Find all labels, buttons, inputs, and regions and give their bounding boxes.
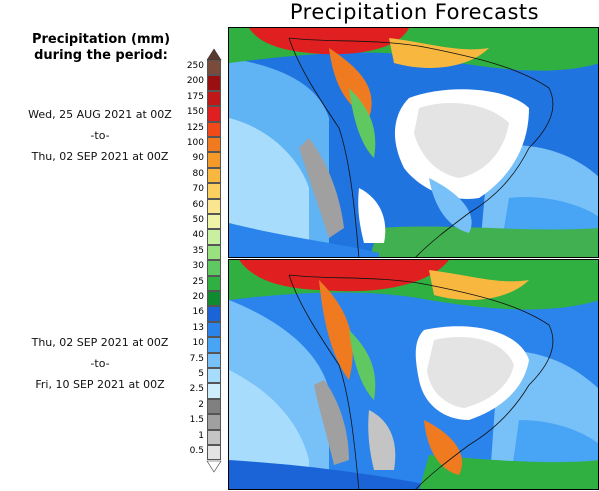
colorbar-tick-label: 2.5	[189, 384, 204, 395]
colorbar-cell	[207, 90, 221, 107]
colorbar-cell	[207, 291, 221, 307]
period-2-sep: -to-	[90, 357, 110, 370]
colorbar-cell	[207, 337, 221, 353]
colorbar-cell	[207, 244, 221, 261]
colorbar-tick-label: 30	[192, 261, 204, 272]
colorbar-tick-label: 10	[192, 338, 204, 349]
colorbar-cell	[207, 214, 221, 230]
precip-field-map-2	[229, 260, 598, 489]
colorbar-cell	[207, 368, 221, 384]
colorbar-cell	[207, 383, 221, 399]
forecast-map-period-1	[228, 27, 599, 258]
colorbar-tick-label: 150	[186, 107, 204, 118]
colorbar-tick-label: 13	[192, 322, 204, 333]
chart-title: Precipitation Forecasts	[289, 0, 540, 24]
colorbar-cell	[207, 121, 221, 137]
colorbar-cell	[207, 229, 221, 245]
colorbar-cell	[207, 414, 221, 430]
period-1-start: Wed, 25 AUG 2021 at 00Z	[28, 108, 172, 121]
colorbar-cell	[207, 260, 221, 276]
colorbar-tick-label: 2	[198, 399, 204, 410]
colorbar-tick-label: 250	[186, 61, 204, 71]
colorbar-tick-label: 70	[192, 184, 204, 195]
precip-field-map-1	[229, 28, 598, 257]
legend-heading-line1: Precipitation (mm)	[31, 32, 171, 47]
colorbar-tick-label: 125	[186, 122, 204, 133]
colorbar-tick-label: 7.5	[189, 353, 204, 364]
colorbar-tick-label: 40	[192, 230, 204, 241]
legend-heading: Precipitation (mm) during the period:	[6, 32, 196, 64]
colorbar-tick-label: 5	[198, 369, 204, 379]
colorbar-cell	[207, 183, 221, 199]
colorbar-cell	[207, 352, 221, 368]
colorbar-cell	[207, 398, 221, 415]
colorbar-tick-label: 175	[186, 91, 204, 102]
colorbar-tick-label: 0.5	[189, 446, 204, 456]
colorbar-cell	[207, 167, 221, 184]
colorbar-tick-label: 16	[192, 307, 204, 318]
period-1-sep: -to-	[90, 129, 110, 142]
colorbar-tick-label: 20	[192, 292, 204, 302]
colorbar-tick-label: 1.5	[189, 415, 204, 426]
colorbar-tick-label: 90	[192, 153, 204, 164]
colorbar-tick-label: 80	[192, 168, 204, 179]
colorbar-cell	[207, 106, 221, 122]
colorbar-tick-label: 25	[192, 276, 204, 287]
period-2-end: Fri, 10 SEP 2021 at 00Z	[35, 378, 165, 391]
colorbar-cell	[207, 429, 221, 445]
forecast-map-period-2	[228, 259, 599, 490]
colorbar-cell	[207, 137, 221, 153]
colorbar-cell	[207, 445, 221, 461]
period-2-start: Thu, 02 SEP 2021 at 00Z	[31, 336, 169, 349]
colorbar-tick-label: 1	[198, 430, 204, 441]
colorbar-min-arrow	[206, 461, 222, 473]
colorbar-tick-label: 60	[192, 199, 204, 210]
colorbar-cell	[207, 75, 221, 91]
colorbar-cell	[207, 152, 221, 168]
colorbar-cell	[207, 306, 221, 322]
colorbar-cell	[207, 321, 221, 338]
colorbar-cell	[207, 275, 221, 291]
colorbar-tick-label: 50	[192, 215, 204, 225]
period-1-end: Thu, 02 SEP 2021 at 00Z	[31, 150, 169, 163]
colorbar-cell	[207, 60, 221, 76]
legend-heading-line2: during the period:	[34, 48, 168, 63]
colorbar-tick-label: 200	[186, 76, 204, 87]
colorbar-cell	[207, 198, 221, 214]
colorbar-tick-label: 35	[192, 245, 204, 256]
colorbar-tick-label: 100	[186, 138, 204, 148]
